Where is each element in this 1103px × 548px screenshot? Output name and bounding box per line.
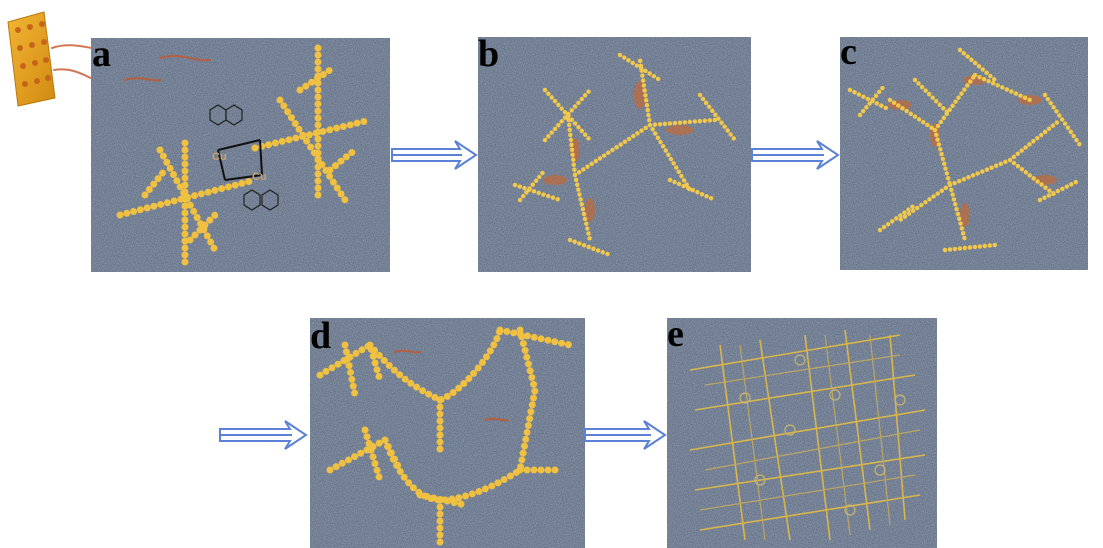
arrow — [392, 141, 476, 169]
panel-texture — [310, 318, 585, 548]
atom-label: Cu — [212, 151, 227, 163]
panel-texture — [478, 37, 751, 272]
panel-label: b — [478, 33, 499, 75]
panel-b: b — [478, 33, 751, 272]
panel-label: e — [667, 313, 684, 355]
panel-label: c — [840, 31, 857, 73]
arrow — [220, 421, 306, 449]
figure: Cu Cu a b c d — [0, 0, 1103, 548]
panel-c: c — [840, 31, 1088, 270]
arrow — [585, 421, 665, 449]
panel-a: Cu Cu a — [91, 33, 390, 272]
panel-d: d — [310, 315, 585, 548]
panel-label: a — [92, 33, 111, 75]
atom-label: Cu — [252, 171, 267, 183]
arrow — [752, 141, 838, 169]
panel-e: e — [667, 313, 937, 548]
panel-label: d — [310, 315, 331, 357]
